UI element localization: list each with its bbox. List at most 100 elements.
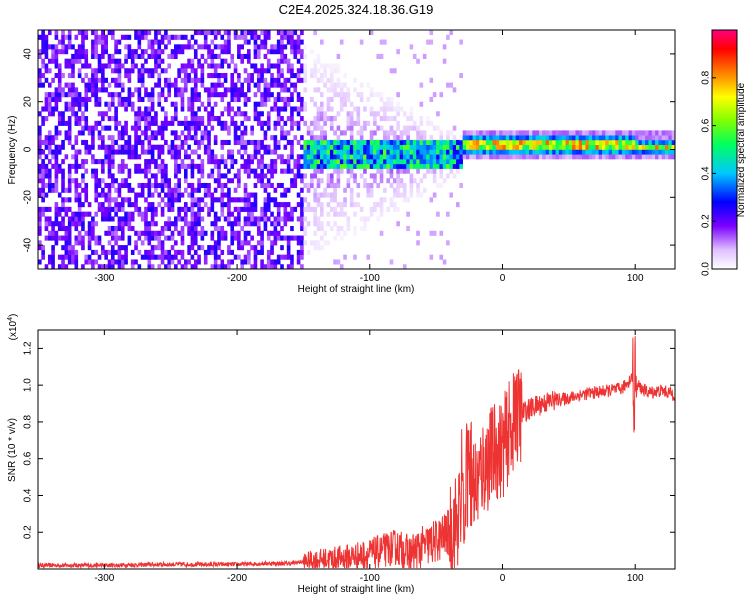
heatmap-cell	[174, 34, 178, 40]
heatmap-cell	[140, 82, 145, 88]
heatmap-cell	[422, 139, 427, 146]
heatmap-cell	[296, 163, 301, 169]
heatmap-cell	[313, 149, 317, 155]
heatmap-cell	[276, 211, 281, 217]
heatmap-cell	[67, 163, 72, 169]
heatmap-cell	[107, 53, 112, 59]
heatmap-cell	[585, 154, 590, 160]
heatmap-cell	[134, 130, 138, 136]
heatmap-cell	[220, 206, 225, 212]
heatmap-cell	[91, 264, 95, 269]
heatmap-cell	[203, 87, 208, 93]
heatmap-cell	[263, 96, 268, 102]
heatmap-cell	[200, 30, 205, 36]
heatmap-cell	[183, 87, 188, 93]
heatmap-cell	[160, 254, 165, 260]
heatmap-cell	[306, 144, 311, 150]
heatmap-cell	[41, 82, 45, 88]
heatmap-cell	[392, 202, 397, 208]
heatmap-cell	[51, 58, 55, 64]
heatmap-cell	[77, 235, 82, 241]
heatmap-cell	[349, 154, 354, 160]
heatmap-cell	[147, 230, 152, 236]
heatmap-cell	[290, 111, 294, 117]
y-tick-label: 0.8	[23, 415, 34, 429]
heatmap-cell	[469, 144, 473, 150]
heatmap-cell	[283, 168, 288, 174]
heatmap-cell	[661, 149, 666, 155]
heatmap-cell	[110, 245, 115, 251]
heatmap-cell	[276, 206, 281, 212]
heatmap-cell	[183, 173, 188, 179]
heatmap-cell	[479, 154, 483, 160]
heatmap-cell	[389, 197, 394, 203]
colorbar-label: Normalized spectral amplitude	[736, 82, 747, 217]
heatmap-cell	[326, 101, 331, 107]
heatmap-cell	[61, 182, 65, 189]
heatmap-cell	[91, 125, 95, 131]
heatmap-cell	[54, 221, 59, 227]
heatmap-cell	[479, 135, 483, 141]
heatmap-cell	[422, 163, 427, 169]
heatmap-cell	[94, 235, 99, 241]
heatmap-cell	[406, 139, 410, 146]
heatmap-cell	[369, 163, 374, 169]
heatmap-cell	[250, 130, 254, 136]
heatmap-cell	[177, 135, 181, 141]
heatmap-cell	[57, 130, 62, 136]
heatmap-cell	[668, 130, 672, 136]
heatmap-cell	[200, 206, 205, 212]
heatmap-cell	[247, 206, 251, 212]
heatmap-cell	[38, 139, 42, 146]
x-tick-label: 100	[627, 273, 644, 284]
heatmap-cell	[54, 149, 59, 155]
heatmap-cell	[170, 130, 175, 136]
heatmap-cell	[187, 73, 191, 79]
heatmap-cell	[256, 149, 261, 155]
heatmap-cell	[247, 87, 251, 93]
heatmap-cell	[329, 192, 334, 198]
heatmap-cell	[117, 206, 122, 212]
heatmap-cell	[57, 211, 62, 217]
heatmap-cell	[61, 264, 65, 269]
heatmap-cell	[134, 30, 138, 36]
heatmap-cell	[207, 135, 211, 141]
heatmap-cell	[237, 149, 241, 155]
heatmap-cell	[339, 168, 344, 174]
heatmap-cell	[190, 77, 195, 83]
heatmap-cell	[41, 254, 45, 260]
heatmap-cell	[336, 68, 341, 74]
heatmap-cell	[77, 44, 82, 50]
heatmap-cell	[482, 130, 487, 136]
heatmap-cell	[326, 116, 331, 122]
snr-y-scale-base: (x10	[8, 320, 19, 340]
heatmap-cell	[346, 178, 351, 184]
heatmap-cell	[200, 53, 205, 59]
heatmap-cell	[280, 202, 284, 208]
heatmap-cell	[150, 87, 155, 93]
heatmap-cell	[479, 139, 483, 146]
heatmap-cell	[51, 154, 55, 160]
heatmap-cell	[54, 230, 59, 236]
heatmap-cell	[67, 58, 72, 64]
heatmap-cell	[87, 77, 92, 83]
heatmap-cell	[67, 216, 72, 222]
heatmap-cell	[326, 211, 331, 217]
heatmap-cell	[237, 178, 241, 184]
heatmap-cell	[283, 101, 288, 107]
heatmap-cell	[61, 235, 65, 241]
heatmap-cell	[293, 44, 298, 50]
heatmap-cell	[174, 135, 178, 141]
heatmap-cell	[456, 168, 460, 174]
heatmap-cell	[379, 149, 384, 155]
heatmap-cell	[529, 139, 533, 146]
heatmap-cell	[283, 87, 288, 93]
heatmap-cell	[107, 197, 112, 203]
heatmap-cell	[227, 149, 231, 155]
heatmap-cell	[140, 182, 145, 189]
heatmap-cell	[432, 163, 437, 169]
heatmap-cell	[529, 135, 533, 141]
heatmap-cell	[97, 135, 102, 141]
heatmap-cell	[436, 149, 440, 155]
heatmap-cell	[432, 154, 437, 160]
